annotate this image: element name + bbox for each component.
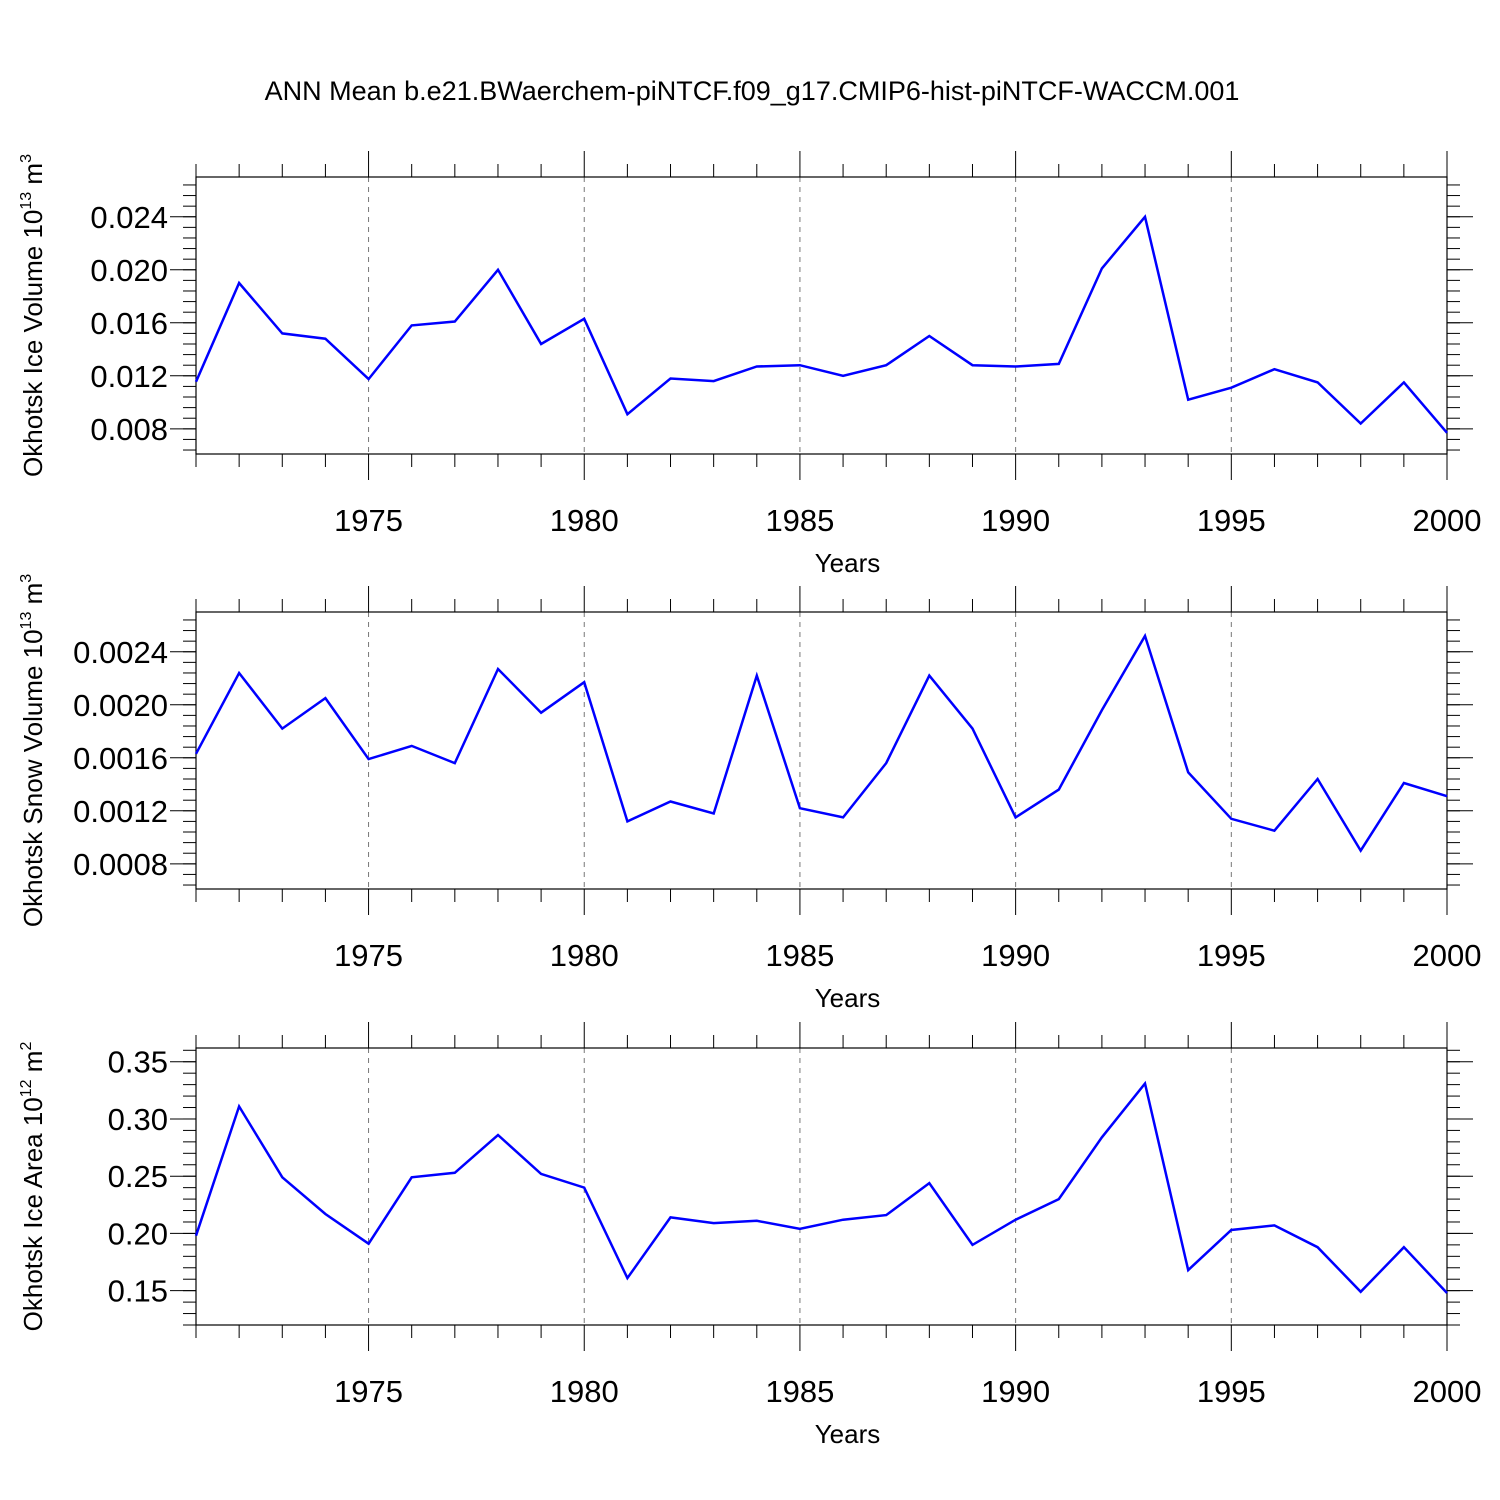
x-axis-title: Years bbox=[815, 548, 881, 578]
plot-frame bbox=[195, 176, 1448, 455]
x-tick-label: 1980 bbox=[550, 503, 619, 538]
y-tick-label: 0.15 bbox=[108, 1274, 168, 1309]
panel-1: 0.008 0.012 0.016 0.020 0.024 1975 1980 1985 199… bbox=[18, 151, 1481, 578]
y-axis-title: Okhotsk Ice Area 1012 m2 bbox=[18, 1042, 48, 1332]
y-axis-title-unit: m bbox=[18, 1051, 48, 1080]
y-axis-title-unit-exponent: 3 bbox=[18, 154, 35, 163]
y-axis-title: Okhotsk Ice Volume 1013 m3 bbox=[18, 154, 48, 477]
x-tick-label: 1985 bbox=[765, 503, 834, 538]
y-tick-label: 0.20 bbox=[108, 1216, 168, 1251]
x-tick-label: 1980 bbox=[550, 1374, 619, 1409]
y-tick-label: 0.25 bbox=[108, 1159, 168, 1194]
x-tick-label: 1985 bbox=[765, 938, 834, 973]
y-axis-title-unit-exponent: 2 bbox=[18, 1042, 35, 1051]
series-line bbox=[194, 214, 1448, 434]
y-axis-title: Okhotsk Snow Volume 1013 m3 bbox=[18, 574, 48, 927]
y-tick-label: 0.0008 bbox=[73, 847, 168, 882]
series-line bbox=[194, 1080, 1448, 1294]
y-tick-label: 0.012 bbox=[90, 359, 168, 394]
y-tick-label: 0.008 bbox=[90, 412, 168, 447]
plot-frame bbox=[195, 611, 1448, 890]
x-tick-label: 1990 bbox=[981, 938, 1050, 973]
y-axis-title-unit: m bbox=[18, 163, 48, 192]
panel-2: 0.0008 0.0012 0.0016 0.0020 0.0024 1975 1980 19… bbox=[18, 574, 1481, 1013]
x-tick-label: 1990 bbox=[981, 1374, 1050, 1409]
x-tick-label: 1980 bbox=[550, 938, 619, 973]
y-tick-label: 0.020 bbox=[90, 253, 168, 288]
x-tick-label: 1995 bbox=[1197, 938, 1266, 973]
x-tick-label: 2000 bbox=[1413, 1374, 1482, 1409]
plot-frame bbox=[195, 1047, 1448, 1326]
y-tick-label: 0.30 bbox=[108, 1102, 168, 1137]
y-axis-title-exponent: 12 bbox=[18, 1079, 35, 1097]
y-tick-label: 0.0024 bbox=[73, 635, 168, 670]
x-tick-label: 1985 bbox=[765, 1374, 834, 1409]
y-axis-title-unit: m bbox=[18, 583, 48, 612]
x-tick-label: 1995 bbox=[1197, 1374, 1266, 1409]
y-axis-title-exponent: 13 bbox=[18, 612, 35, 630]
y-axis-title-exponent: 13 bbox=[18, 192, 35, 210]
y-axis-title-text: Okhotsk Ice Area 10 bbox=[18, 1097, 48, 1331]
y-axis-title-text: Okhotsk Ice Volume 10 bbox=[18, 210, 48, 477]
x-tick-label: 1995 bbox=[1197, 503, 1266, 538]
x-axis-title: Years bbox=[815, 1419, 881, 1449]
series-line bbox=[194, 632, 1448, 853]
x-tick-label: 1975 bbox=[334, 1374, 403, 1409]
x-axis-title: Years bbox=[815, 983, 881, 1013]
y-axis-title-text: Okhotsk Snow Volume 10 bbox=[18, 629, 48, 927]
x-tick-label: 1975 bbox=[334, 938, 403, 973]
y-tick-label: 0.0012 bbox=[73, 794, 168, 829]
y-tick-label: 0.35 bbox=[108, 1045, 168, 1080]
figure-title: ANN Mean b.e21.BWaerchem-piNTCF.f09_g17.… bbox=[265, 76, 1240, 106]
x-tick-label: 1990 bbox=[981, 503, 1050, 538]
panel-3: 0.15 0.20 0.25 0.30 0.35 1975 1980 1985 1990 1995… bbox=[18, 1022, 1481, 1449]
x-tick-label: 2000 bbox=[1413, 938, 1482, 973]
x-tick-label: 1975 bbox=[334, 503, 403, 538]
y-tick-label: 0.024 bbox=[90, 200, 168, 235]
y-tick-label: 0.0016 bbox=[73, 741, 168, 776]
y-axis-title-unit-exponent: 3 bbox=[18, 574, 35, 583]
x-tick-label: 2000 bbox=[1413, 503, 1482, 538]
y-tick-label: 0.0020 bbox=[73, 688, 168, 723]
y-tick-label: 0.016 bbox=[90, 306, 168, 341]
